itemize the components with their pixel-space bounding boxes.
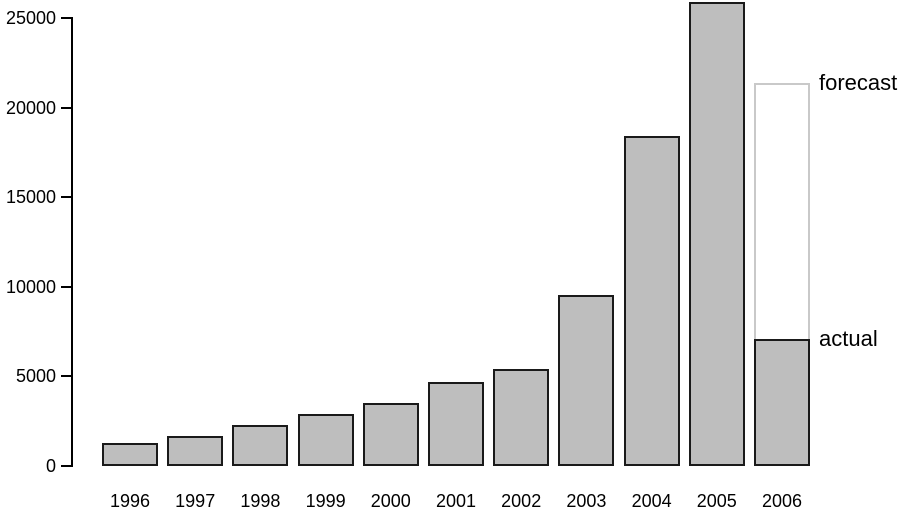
y-tick-label: 5000 <box>15 366 56 387</box>
bar-1997 <box>167 435 224 466</box>
x-tick-label-2005: 2005 <box>696 491 737 511</box>
x-tick-label-2000: 2000 <box>370 491 411 511</box>
y-axis-tick <box>61 375 71 378</box>
x-tick-label-2003: 2003 <box>566 491 607 511</box>
y-axis-tick <box>61 465 71 467</box>
x-tick-label-1996: 1996 <box>109 491 151 511</box>
y-axis-tick <box>61 196 71 199</box>
annotation-actual: actual <box>819 325 878 351</box>
y-tick-label: 15000 <box>5 187 56 208</box>
y-axis-tick <box>61 106 71 109</box>
x-tick-label-2006: 2006 <box>761 491 803 511</box>
bar-2003 <box>558 294 615 466</box>
x-tick-label-1997: 1997 <box>175 491 216 511</box>
y-tick-label: 20000 <box>5 97 56 118</box>
bar-2000 <box>362 403 419 466</box>
bar-2002 <box>493 369 550 466</box>
y-axis-line <box>71 17 73 467</box>
x-tick-label-2001: 2001 <box>435 491 477 511</box>
bar-1999 <box>297 414 354 466</box>
bar-1998 <box>232 424 289 466</box>
bar-2005 <box>688 1 745 466</box>
x-tick-label-1998: 1998 <box>240 491 281 511</box>
annotation-forecast: forecast <box>819 69 898 95</box>
x-tick-label-2002: 2002 <box>501 491 542 511</box>
bar-2001 <box>428 381 484 466</box>
y-axis-tick <box>61 17 71 19</box>
bar-2006-actual <box>754 338 810 466</box>
y-tick-label: 0 <box>45 456 56 476</box>
x-tick-label-2004: 2004 <box>631 491 672 511</box>
x-tick-label-1999: 1999 <box>305 491 346 511</box>
bar-2004 <box>623 136 680 466</box>
y-tick-label: 10000 <box>5 276 56 297</box>
y-axis-tick <box>61 285 71 288</box>
y-tick-label: 25000 <box>5 8 56 28</box>
bar-1996 <box>102 442 158 466</box>
